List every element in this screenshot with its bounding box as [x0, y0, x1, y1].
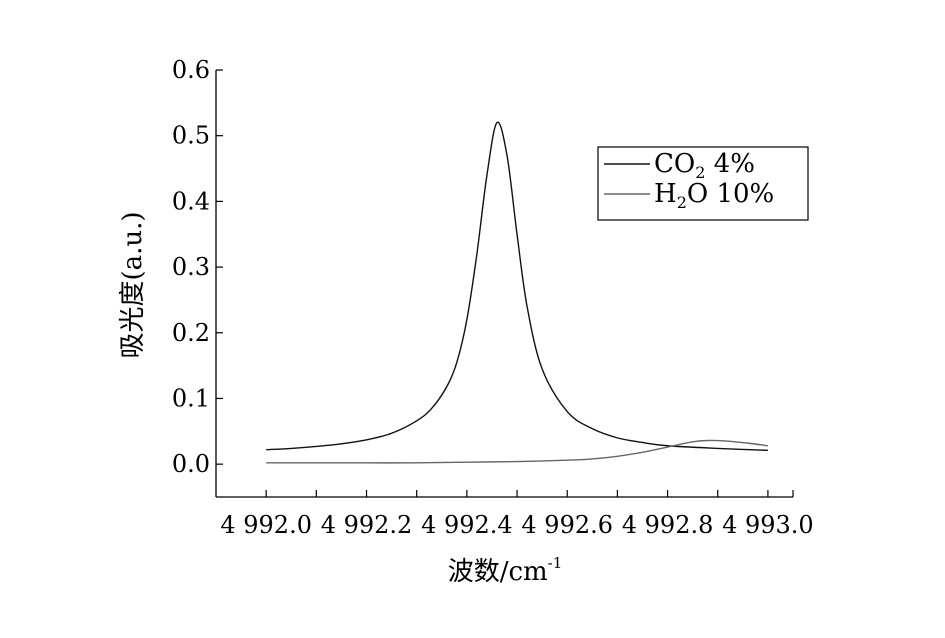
axes: 0.0 0.1 0.2 0.3 0.4 0.5 0.6 4 992.0 4 992.2 4 992… — [172, 56, 814, 539]
y-tick-label: 0.0 — [172, 450, 210, 478]
series-line-h2o — [266, 439, 769, 464]
series-line-co2 — [266, 121, 768, 452]
x-axis-label: 波数/cm-1 — [448, 554, 563, 587]
x-axis-label-sup: -1 — [548, 554, 563, 572]
x-tick-label: 4 992.0 — [220, 511, 312, 539]
x-tick-label: 4 992.4 — [421, 511, 513, 539]
y-tick-label: 0.4 — [172, 187, 210, 215]
x-tick-label: 4 992.6 — [521, 511, 613, 539]
y-tick-label: 0.3 — [172, 253, 210, 281]
y-tick-label: 0.2 — [172, 319, 210, 347]
x-axis-label-main: 波数/cm — [448, 557, 548, 587]
plot-series — [266, 121, 769, 464]
y-tick-label: 0.1 — [172, 384, 210, 412]
y-tick-label: 0.5 — [172, 122, 210, 150]
x-tick-label: 4 992.8 — [622, 511, 714, 539]
legend-entry: H2O 10% — [654, 179, 774, 212]
legend: CO2 4%H2O 10% — [597, 146, 809, 221]
legend-entry: CO2 4% — [654, 149, 755, 182]
legend-box — [597, 146, 809, 221]
y-axis-label: 吸光度(a.u.) — [118, 211, 148, 358]
y-tick-label: 0.6 — [172, 56, 210, 84]
x-tick-label: 4 993.0 — [722, 511, 814, 539]
x-tick-label: 4 992.2 — [321, 511, 413, 539]
